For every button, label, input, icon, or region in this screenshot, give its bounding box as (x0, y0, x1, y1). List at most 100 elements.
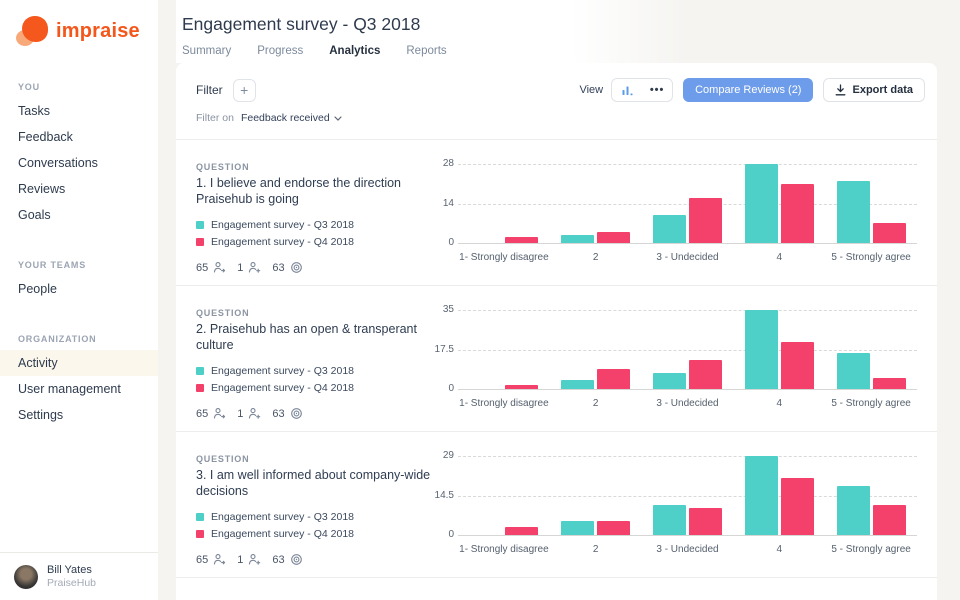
bar[interactable] (780, 183, 814, 243)
legend-swatch (196, 366, 204, 375)
bar[interactable] (688, 359, 722, 389)
question-title: 1. I believe and endorse the direction P… (196, 176, 401, 206)
bar-group (550, 456, 642, 535)
nav-spacer (0, 228, 158, 250)
sidebar-user[interactable]: Bill Yates PraiseHub (0, 552, 158, 600)
person-arrow-icon (213, 407, 226, 420)
user-org: PraiseHub (47, 577, 97, 589)
bar-group (825, 164, 917, 243)
sidebar-item-reviews[interactable]: Reviews (18, 182, 66, 196)
gridline (458, 310, 917, 311)
bar[interactable] (561, 234, 595, 243)
user-avatar (14, 564, 38, 589)
gridline (458, 456, 917, 457)
tab-analytics[interactable]: Analytics (329, 45, 381, 57)
view-label: View (579, 84, 604, 96)
question-label: QUESTION (196, 162, 250, 172)
impraise-logo[interactable]: impraise (0, 0, 158, 46)
bar[interactable] (505, 526, 539, 535)
bar[interactable] (780, 477, 814, 535)
legend-label: Engagement survey - Q4 2018 (211, 527, 355, 540)
question-title: 3. I am well informed about company-wide… (196, 468, 431, 498)
bar[interactable] (744, 164, 778, 243)
legend-swatch (196, 237, 204, 246)
bar-group (642, 456, 734, 535)
person-arrow-icon (213, 553, 226, 566)
y-axis-tick: 29 (442, 450, 454, 461)
sidebar-item-conversations[interactable]: Conversations (18, 156, 98, 170)
add-filter-button[interactable]: + (232, 78, 256, 102)
target-icon (290, 553, 303, 566)
stat-value: 63 (272, 553, 285, 566)
legend-item: Engagement survey - Q4 2018 (196, 525, 436, 542)
legend-label: Engagement survey - Q3 2018 (211, 510, 355, 523)
bar[interactable] (561, 379, 595, 389)
bar[interactable] (872, 505, 906, 535)
question-stats: 65 1 63 (196, 407, 436, 420)
bar[interactable] (872, 377, 906, 389)
bar[interactable] (836, 352, 870, 389)
bar[interactable] (597, 231, 631, 243)
tab-reports[interactable]: Reports (406, 45, 447, 57)
bar-group (733, 310, 825, 389)
bar[interactable] (780, 341, 814, 389)
sidebar-nav: YOU Tasks Feedback Conversations Reviews Goal… (0, 72, 158, 428)
bar-chart: 28 14 0 1- Strongly disagree 2 3 - Undecid… (436, 140, 927, 285)
legend-item: Engagement survey - Q3 2018 (196, 508, 436, 525)
bar-group (733, 164, 825, 243)
sidebar-item-goals[interactable]: Goals (18, 208, 51, 222)
filter-label: Filter (196, 83, 223, 97)
bar[interactable] (836, 180, 870, 243)
bar-group (733, 456, 825, 535)
impraise-logo-text: impraise (56, 19, 140, 42)
tab-progress[interactable]: Progress (257, 45, 304, 57)
bar[interactable] (652, 505, 686, 535)
sidebar-section-label: YOUR TEAMS (18, 260, 87, 270)
bar[interactable] (744, 456, 778, 535)
bar[interactable] (652, 373, 686, 389)
compare-reviews-button[interactable]: Compare Reviews (2) (683, 78, 814, 102)
bar[interactable] (688, 197, 722, 243)
legend-item: Engagement survey - Q4 2018 (196, 233, 436, 250)
download-icon (835, 84, 846, 96)
stat-value: 65 (196, 407, 209, 420)
bar[interactable] (505, 237, 539, 243)
sidebar-item-activity[interactable]: Activity (0, 350, 158, 376)
sidebar-item-user-management[interactable]: User management (18, 382, 121, 396)
bar-group (825, 456, 917, 535)
stat-value: 63 (272, 407, 285, 420)
sidebar-item-people[interactable]: People (18, 282, 57, 296)
x-axis-label: 5 - Strongly agree (831, 252, 911, 263)
filter-on-dropdown[interactable]: Feedback received (241, 112, 342, 124)
sidebar-section-label: YOU (18, 82, 40, 92)
bar[interactable] (597, 521, 631, 535)
bar-chart: 29 14.5 0 1- Strongly disagree 2 3 - Undec… (435, 432, 927, 577)
bar[interactable] (744, 310, 778, 389)
tab-summary[interactable]: Summary (182, 45, 232, 57)
more-options-icon[interactable]: ••• (649, 84, 665, 96)
sidebar-item-feedback[interactable]: Feedback (18, 130, 73, 144)
user-name: Bill Yates (47, 564, 92, 576)
export-data-button[interactable]: Export data (823, 78, 925, 102)
bar[interactable] (836, 485, 870, 535)
bar-groups (458, 310, 917, 389)
y-axis-tick: 14 (442, 198, 454, 209)
bar[interactable] (872, 223, 906, 243)
x-axis-label: 1- Strongly disagree (459, 252, 549, 263)
bar-group (458, 164, 550, 243)
x-axis-label: 4 (776, 252, 783, 263)
x-axis-label: 5 - Strongly agree (831, 398, 911, 409)
bar[interactable] (561, 521, 595, 535)
bar-chart-view-icon[interactable] (612, 79, 642, 101)
sidebar-item-settings[interactable]: Settings (18, 408, 64, 422)
target-icon (290, 407, 303, 420)
bar[interactable] (688, 507, 722, 535)
filter-on-label: Filter on (196, 112, 234, 124)
bar[interactable] (505, 384, 539, 389)
bar[interactable] (652, 214, 686, 243)
question-section: QUESTION 3. I am well informed about com… (176, 432, 937, 578)
page-title: Engagement survey - Q3 2018 (182, 14, 421, 34)
toolbar: Filter + View (176, 63, 937, 140)
bar[interactable] (597, 368, 631, 389)
sidebar-item-tasks[interactable]: Tasks (18, 104, 50, 118)
